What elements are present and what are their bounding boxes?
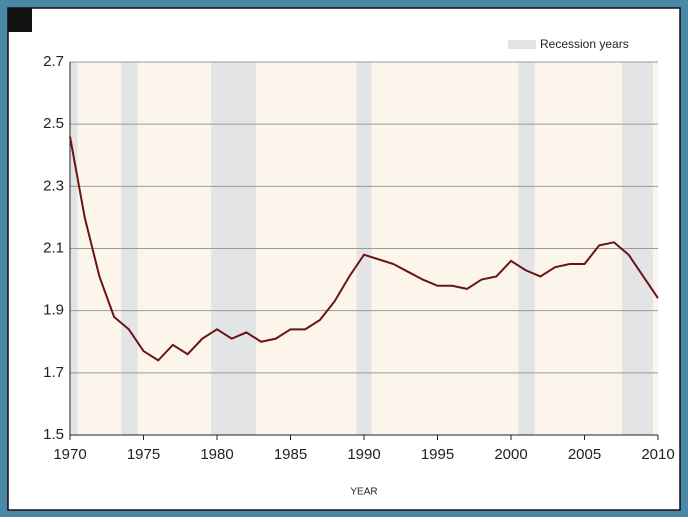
corner-mark (8, 8, 32, 32)
x-tick-label: 1970 (53, 446, 86, 463)
y-tick-label: 2.1 (43, 239, 64, 256)
x-tick-label: 2000 (494, 446, 527, 463)
x-tick-label: 2005 (568, 446, 601, 463)
y-tick-label: 1.9 (43, 302, 64, 319)
x-tick-label: 2010 (641, 446, 674, 463)
y-tick-label: 2.5 (43, 115, 64, 132)
x-tick-label: 1980 (200, 446, 233, 463)
x-axis-label: YEAR (350, 487, 377, 498)
data-line (69, 136, 659, 362)
y-tick-label: 2.3 (43, 177, 64, 194)
y-tick-label: 1.5 (43, 426, 64, 443)
x-tick-label: 1990 (347, 446, 380, 463)
legend-label: Recession years (540, 37, 629, 51)
legend-swatch (508, 40, 536, 49)
y-tick-label: 1.7 (43, 364, 64, 381)
y-tick-label: 2.7 (43, 53, 64, 70)
x-tick-label: 1995 (421, 446, 454, 463)
x-tick-label: 1975 (127, 446, 160, 463)
x-tick-label: 1985 (274, 446, 307, 463)
